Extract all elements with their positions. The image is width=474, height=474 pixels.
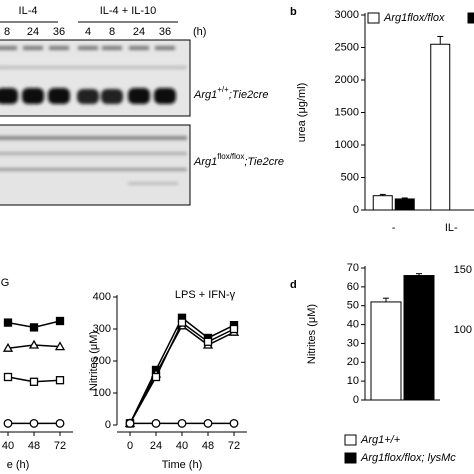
marker (125, 418, 135, 428)
unit-label: (h) (193, 26, 206, 38)
marker (151, 372, 161, 382)
y-tick-label: 300 (93, 323, 111, 335)
bar (372, 195, 393, 211)
y-tick-label: 2000 (335, 74, 359, 86)
marker (229, 418, 239, 428)
marker (2, 342, 14, 352)
line (129, 321, 235, 424)
bar (430, 43, 451, 211)
x-tick-label: IL- (445, 222, 458, 234)
y-tick-label: 150 (454, 264, 472, 276)
group-label: IL-4 (19, 5, 38, 17)
legend-swatch (344, 434, 357, 446)
legend-swatch (344, 452, 357, 464)
chart-title: LPS + IFN-γ (175, 289, 236, 301)
time-label: 4 (85, 26, 91, 38)
marker (203, 337, 213, 346)
legend-swatch (467, 12, 474, 24)
marker (203, 418, 213, 428)
y-axis-label: urea (μg/ml) (296, 83, 308, 143)
marker (29, 323, 39, 332)
bands (0, 46, 187, 185)
y-tick-label: 1500 (335, 106, 359, 118)
marker (55, 376, 65, 385)
legend-label: Arg1flox/flox (383, 12, 445, 24)
suffix: ;Tie2cre (244, 156, 284, 168)
y-tick-label: 60 (347, 281, 359, 293)
x-tick-label: 0 (127, 440, 133, 452)
bar (394, 198, 415, 211)
y-tick-label: 50 (347, 300, 359, 312)
marker (55, 316, 65, 326)
x-tick-label: 48 (202, 440, 214, 452)
panel-letter: b (290, 6, 297, 18)
marker (29, 377, 39, 386)
time-label: 24 (133, 26, 145, 38)
genotype: +/+ (217, 85, 229, 94)
y-tick-label: 40 (347, 318, 359, 330)
blot (0, 21, 191, 206)
marker (151, 418, 161, 428)
marker (3, 318, 13, 327)
x-tick-label: 48 (28, 440, 40, 452)
y-tick-label: 100 (454, 324, 472, 336)
bar (403, 275, 435, 401)
y-tick-label: 70 (347, 262, 359, 274)
y-tick-label: 1000 (335, 139, 359, 151)
marker (177, 418, 187, 428)
y-tick-label: 100 (93, 387, 111, 399)
row-label: Arg1flox/flox;Tie2cre (193, 152, 284, 168)
marker (177, 318, 187, 327)
time-label: 8 (109, 26, 115, 38)
group-label: IL-4 + IL-10 (100, 5, 157, 17)
time-label: 36 (159, 26, 171, 38)
line (129, 324, 235, 424)
legend-swatch (367, 12, 380, 24)
x-axis-label: e (h) (7, 459, 30, 471)
time-label: 24 (27, 26, 39, 38)
y-tick-label: 0 (353, 204, 359, 216)
x-tick-label: 40 (2, 440, 14, 452)
blot-frame (0, 39, 191, 117)
y-tick-label: 2500 (335, 41, 359, 53)
row-label: Arg1+/+;Tie2cre (193, 85, 268, 101)
x-tick-label: 24 (150, 440, 162, 452)
marker (55, 418, 65, 428)
x-tick-label: 40 (176, 440, 188, 452)
marker (28, 339, 40, 349)
gene: Arg1 (193, 156, 217, 168)
y-tick-label: 0 (105, 419, 111, 431)
y-tick-label: 400 (93, 291, 111, 303)
gene: Arg1 (193, 89, 217, 101)
y-tick-label: 0 (353, 394, 359, 406)
marker (54, 341, 66, 351)
line (129, 316, 235, 424)
y-tick-label: 30 (347, 337, 359, 349)
x-tick-label: 72 (54, 440, 66, 452)
y-tick-label: 500 (341, 171, 359, 183)
genotype: flox/flox (217, 152, 244, 161)
time-label: 8 (4, 26, 10, 38)
marker (29, 418, 39, 428)
legend-label: Arg1+/+ (360, 434, 401, 446)
chart-title: G (1, 277, 10, 289)
x-tick-label: 72 (228, 440, 240, 452)
marker (3, 372, 13, 382)
y-tick-label: 10 (347, 375, 359, 387)
panel-letter: d (290, 279, 297, 291)
x-axis-label: Time (h) (162, 459, 203, 471)
y-tick-label: 200 (93, 355, 111, 367)
y-axis-label: Nitrites (μM) (306, 304, 318, 364)
y-tick-label: 20 (347, 356, 359, 368)
bar (370, 301, 402, 401)
legend-label: Arg1flox/flox; lysMc (360, 452, 456, 464)
y-tick-label: 3000 (335, 9, 359, 21)
x-tick-label: - (392, 222, 396, 234)
suffix: ;Tie2cre (229, 89, 269, 101)
marker (229, 324, 239, 334)
y-axis-label: Nitrites (μM) (88, 331, 100, 391)
time-label: 36 (53, 26, 65, 38)
marker (3, 418, 13, 428)
